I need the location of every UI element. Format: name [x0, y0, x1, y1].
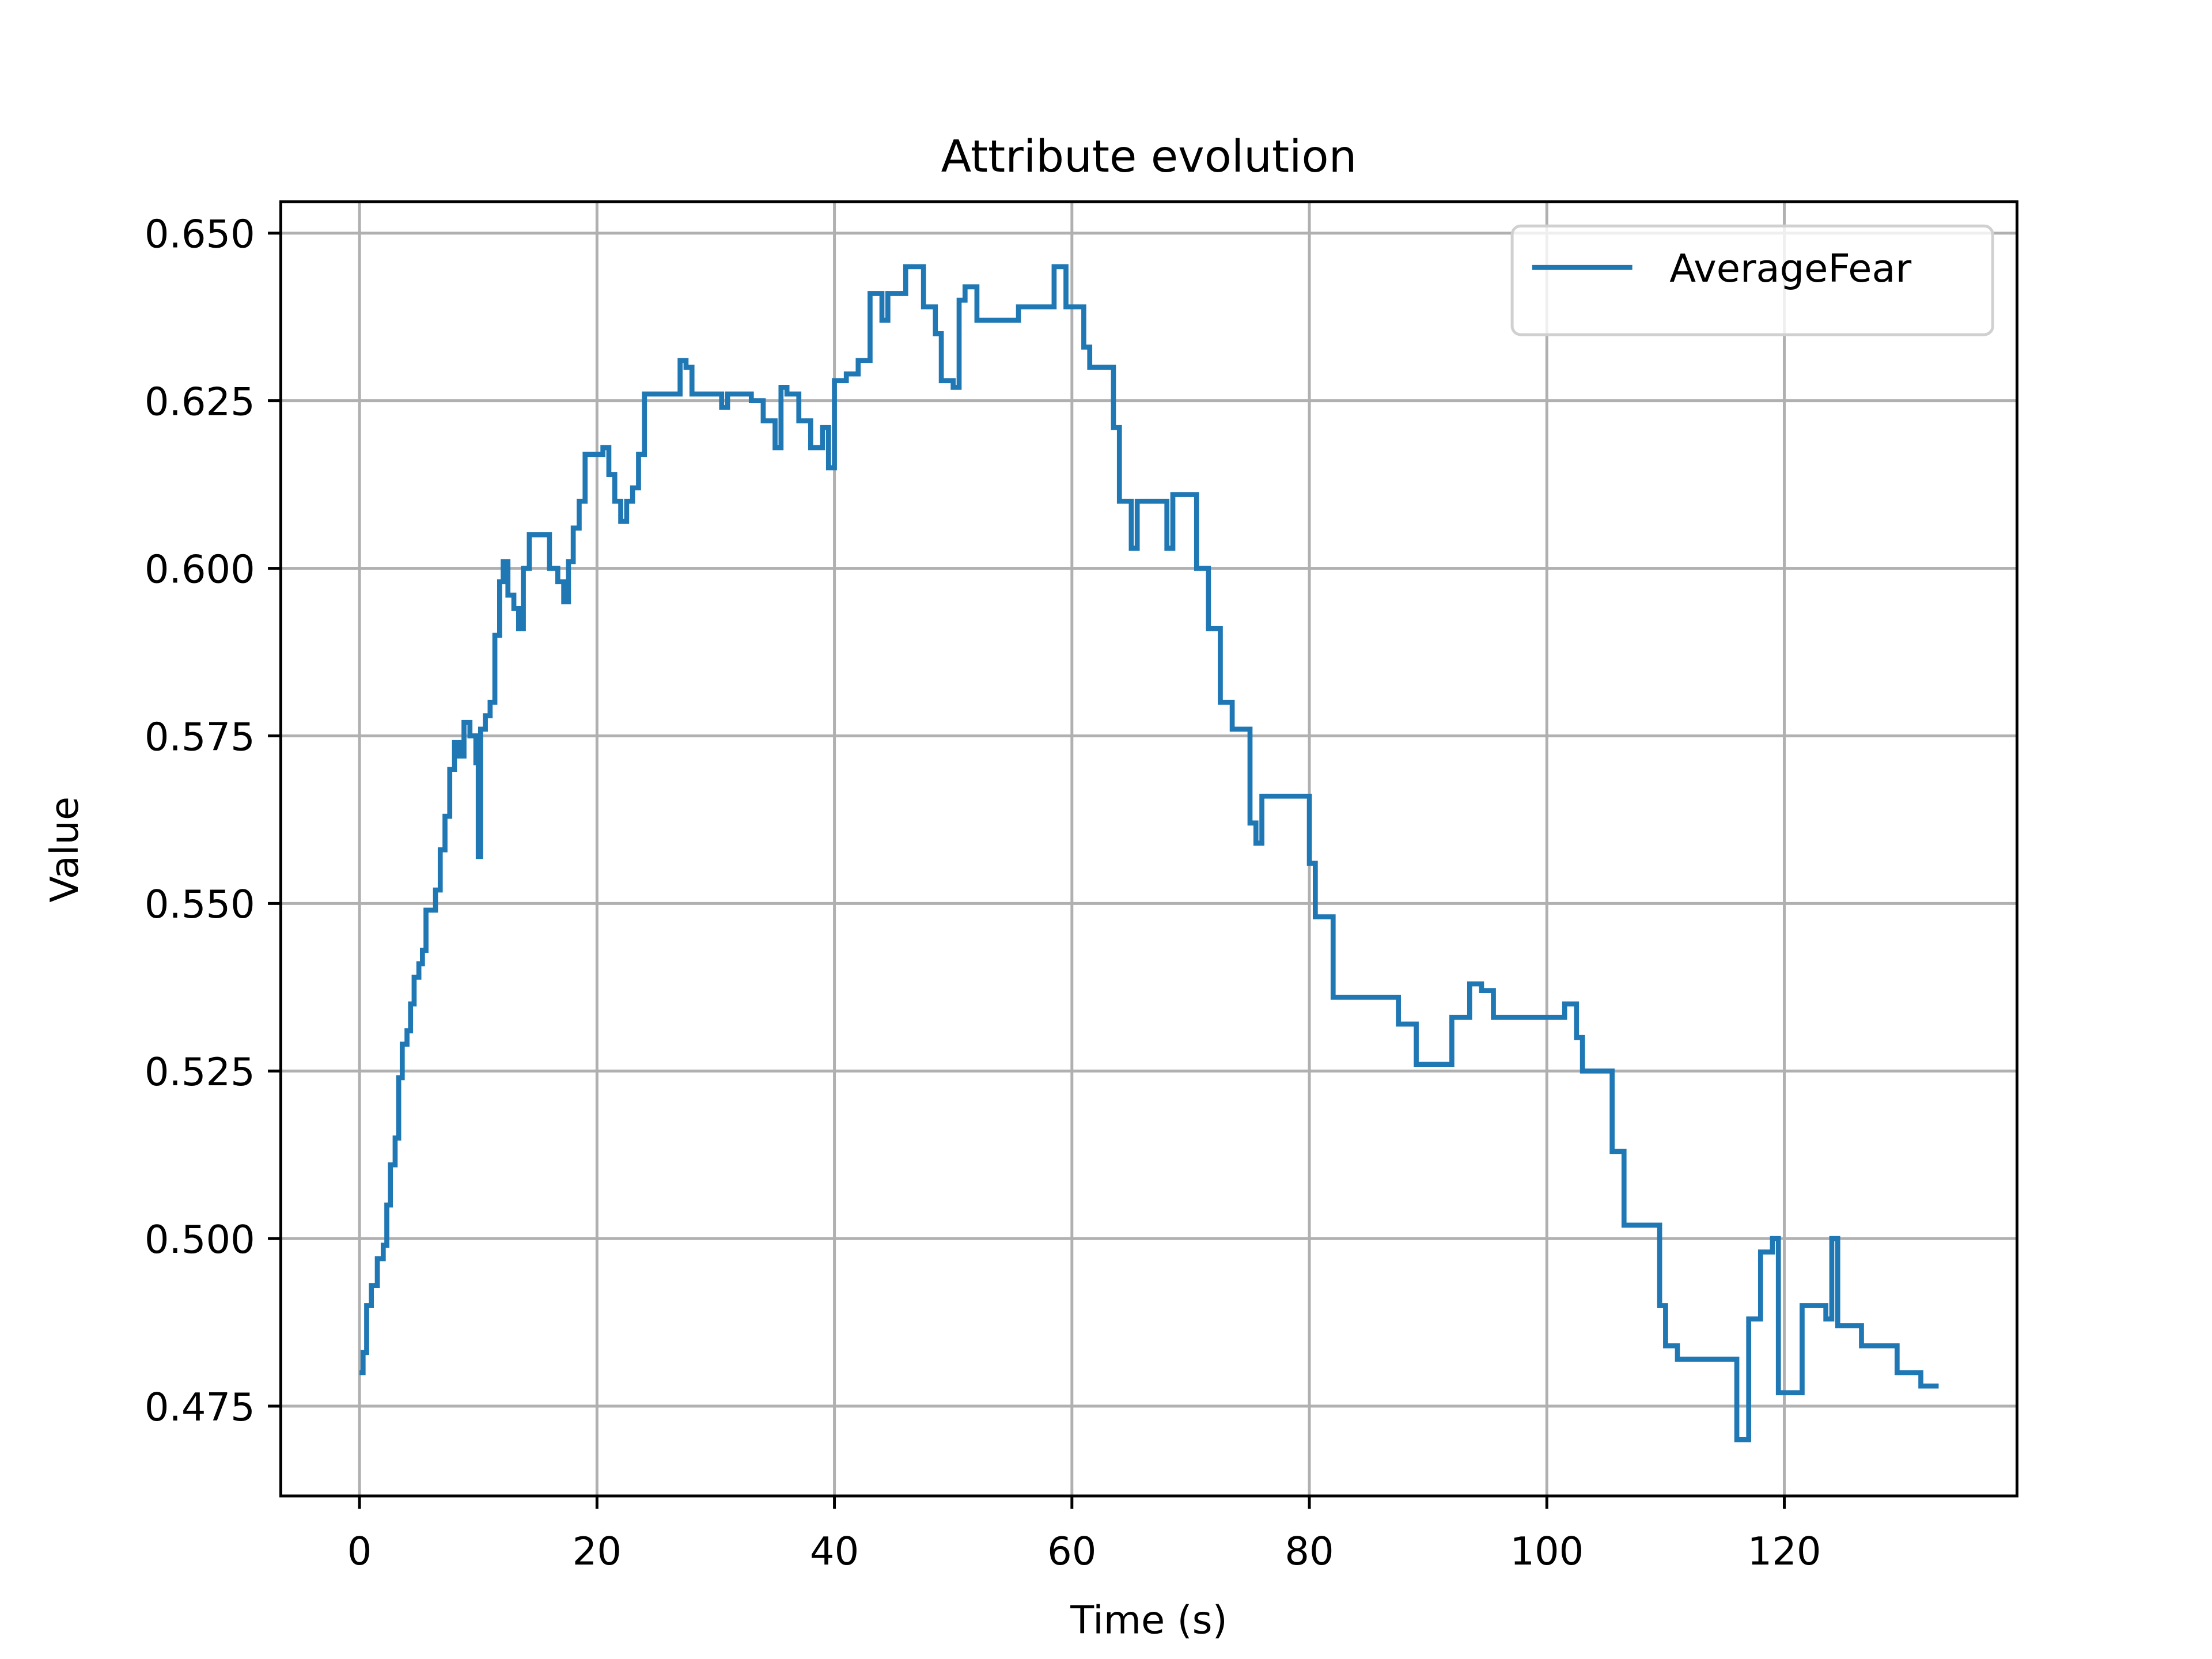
y-tick-label: 0.550 — [145, 882, 255, 927]
chart-title: Attribute evolution — [941, 131, 1357, 183]
legend-label: AverageFear — [1669, 246, 1911, 291]
y-tick-label: 0.525 — [145, 1050, 255, 1094]
x-tick-label: 40 — [810, 1529, 859, 1574]
y-tick-label: 0.475 — [145, 1385, 255, 1430]
plot-frame — [279, 200, 2019, 1498]
legend-box — [1510, 224, 1994, 336]
x-tick-label: 80 — [1285, 1529, 1334, 1574]
y-tick-label: 0.600 — [145, 547, 255, 592]
x-axis-label: Time (s) — [1070, 1597, 1228, 1642]
x-tick-label: 100 — [1510, 1529, 1584, 1574]
data-line — [359, 264, 1939, 1442]
y-tick-label: 0.500 — [145, 1217, 255, 1262]
y-axis-label: Value — [42, 797, 87, 903]
y-tick-label: 0.650 — [145, 212, 255, 257]
x-tick-label: 60 — [1047, 1529, 1096, 1574]
x-tick-label: 120 — [1748, 1529, 1821, 1574]
x-tick-label: 0 — [347, 1529, 372, 1574]
x-tick-label: 20 — [573, 1529, 622, 1574]
y-tick-label: 0.625 — [145, 379, 255, 424]
y-tick-label: 0.575 — [145, 714, 255, 759]
